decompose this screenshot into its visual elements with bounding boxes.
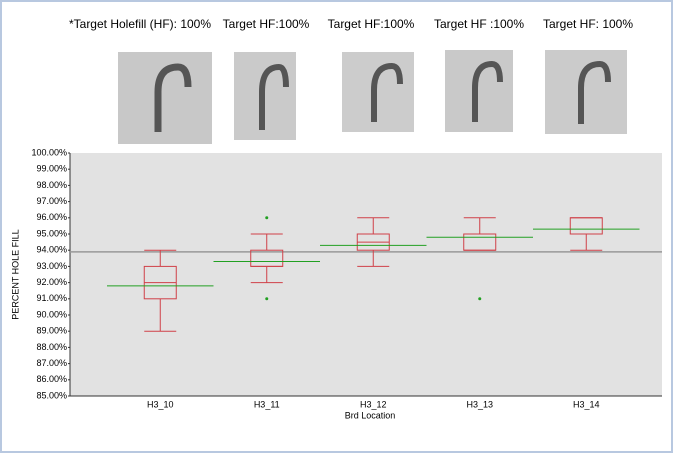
y-tick-label: 86.00% [36,374,67,384]
y-tick-label: 90.00% [36,309,67,319]
outlier [265,297,269,301]
x-tick-label: H3_12 [360,399,387,409]
y-tick-label: 87.00% [36,358,67,368]
y-tick-label: 93.00% [36,261,67,271]
y-tick-label: 92.00% [36,277,67,287]
target-label: Target HF:100% [328,17,415,31]
y-tick-label: 95.00% [36,228,67,238]
plot-area [70,153,662,396]
y-tick-label: 91.00% [36,293,67,303]
y-tick-label: 96.00% [36,212,67,222]
target-label: Target HF :100% [434,17,524,31]
x-tick-label: H3_10 [147,399,174,409]
x-tick-label: H3_11 [254,399,280,409]
x-tick-label: H3_13 [466,399,493,409]
y-tick-label: 85.00% [36,390,67,400]
y-tick-label: 88.00% [36,342,67,352]
x-tick-label: H3_14 [573,399,600,409]
y-tick-label: 100.00% [31,147,67,157]
xray-images [118,50,627,144]
y-tick-label: 99.00% [36,164,67,174]
outlier [265,216,269,220]
y-tick-label: 98.00% [36,180,67,190]
y-tick-label: 97.00% [36,196,67,206]
target-label: Target HF:100% [223,17,310,31]
y-tick-label: 89.00% [36,326,67,336]
y-tick-label: 94.00% [36,245,67,255]
target-label: *Target Holefill (HF): 100% [69,17,211,31]
target-label: Target HF: 100% [543,17,633,31]
x-axis-label: Brd Location [345,410,396,420]
outlier [478,297,482,301]
y-axis-label: PERCENT HOLE FILL [10,229,20,319]
